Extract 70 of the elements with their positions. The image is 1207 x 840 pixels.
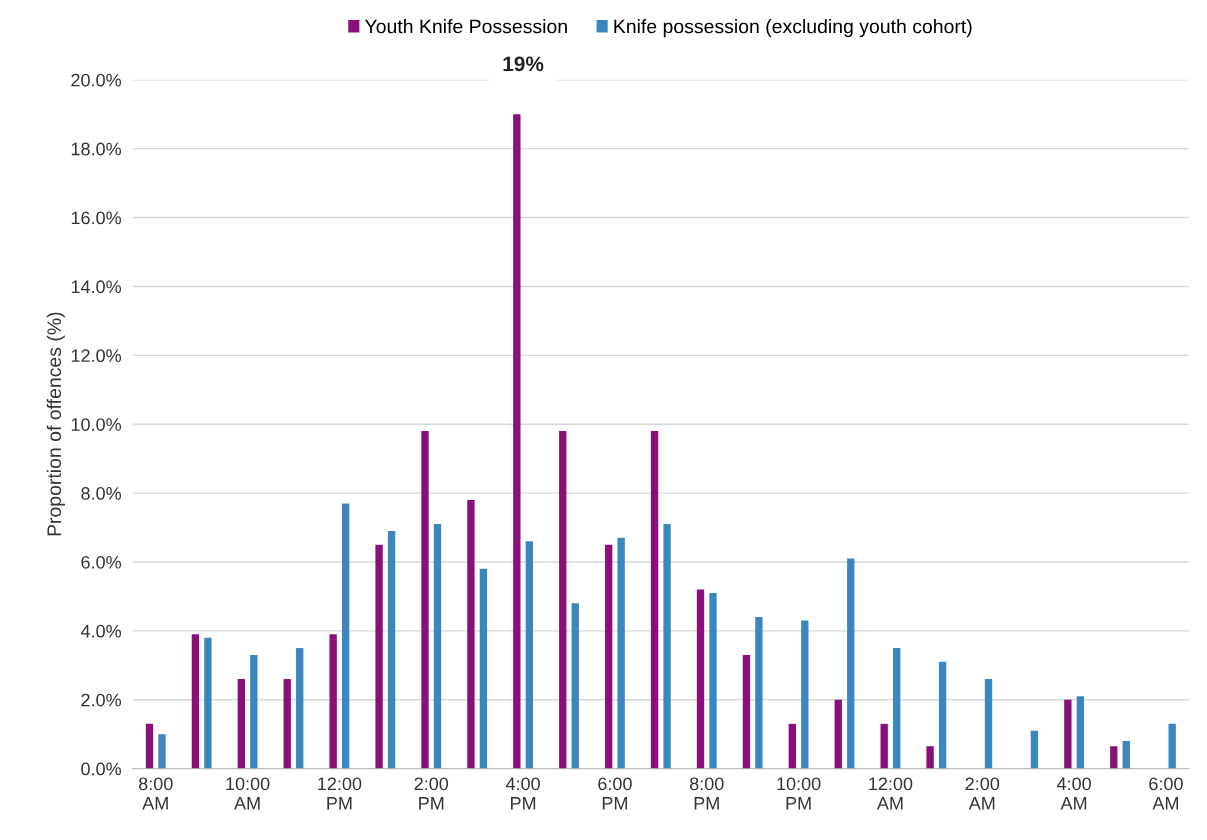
y-tick-label: 14.0% [71, 280, 122, 294]
bar [387, 530, 396, 769]
bar [650, 431, 659, 769]
legend-label: Knife possession (excluding youth cohort) [614, 19, 972, 38]
y-tick-label: 10.0% [71, 418, 122, 431]
bar [329, 634, 337, 769]
y-tick-label: 16.0% [71, 211, 122, 225]
bar [847, 558, 855, 769]
bar [145, 723, 154, 769]
y-tick-label: 8.0% [81, 487, 122, 500]
x-tick-label: 12:00 PM [318, 777, 362, 810]
x-tick-label: 10:00 PM [777, 777, 821, 810]
x-tick-label: 6:00 PM [598, 777, 632, 810]
bar [663, 524, 671, 769]
bar [467, 499, 475, 769]
bar [341, 503, 350, 769]
x-tick-label: 12:00 AM [869, 777, 913, 810]
bar [605, 544, 613, 769]
bar [559, 431, 567, 769]
bar [375, 544, 383, 769]
y-tick-label: 6.0% [81, 555, 122, 569]
x-tick-label: 8:00 PM [689, 777, 724, 810]
bar [938, 661, 947, 769]
bar [433, 524, 442, 769]
y-tick-label: 4.0% [80, 624, 122, 638]
bar [283, 679, 291, 769]
bar [191, 634, 200, 769]
bar [801, 620, 809, 769]
y-tick-label: 0.0% [81, 762, 122, 776]
bar [926, 746, 934, 769]
x-tick-label: 2:00 AM [965, 777, 1000, 810]
x-tick-label: 4:00 PM [505, 777, 540, 810]
bar [513, 114, 521, 769]
bar [571, 603, 579, 769]
bar [696, 589, 705, 769]
bar [421, 431, 429, 769]
x-tick-label: 6:00 AM [1149, 777, 1183, 810]
bar [1030, 730, 1039, 769]
y-tick-label: 12.0% [71, 349, 122, 363]
bar [880, 723, 888, 769]
x-tick-label: 8:00 AM [138, 777, 173, 810]
bar [525, 541, 533, 769]
bar [984, 679, 993, 769]
y-tick-label: 18.0% [71, 142, 122, 156]
x-tick-label: 10:00 AM [226, 777, 270, 810]
x-tick-label: 4:00 AM [1056, 777, 1091, 810]
bar [1168, 723, 1176, 769]
bar [204, 637, 212, 769]
legend-label: Youth Knife Possession [364, 19, 567, 34]
x-tick-label: 2:00 PM [414, 777, 449, 810]
bar [237, 679, 245, 769]
bar [788, 723, 797, 769]
y-axis-title: Proportion of offences (%) [46, 312, 65, 536]
bar [893, 648, 901, 769]
y-tick-label: 2.0% [81, 693, 122, 707]
annotation: 19% [503, 56, 544, 72]
bar [834, 699, 842, 769]
y-tick-label: 20.0% [71, 73, 122, 87]
bar [742, 654, 751, 769]
bar [250, 654, 258, 769]
bar [1110, 746, 1118, 769]
bar [1122, 741, 1130, 769]
bar [296, 648, 304, 769]
bar [617, 537, 625, 769]
bar [1076, 696, 1085, 769]
bar [158, 734, 166, 769]
bar [1064, 699, 1072, 769]
bar [709, 592, 717, 769]
bar [755, 617, 763, 769]
bar [479, 568, 488, 769]
